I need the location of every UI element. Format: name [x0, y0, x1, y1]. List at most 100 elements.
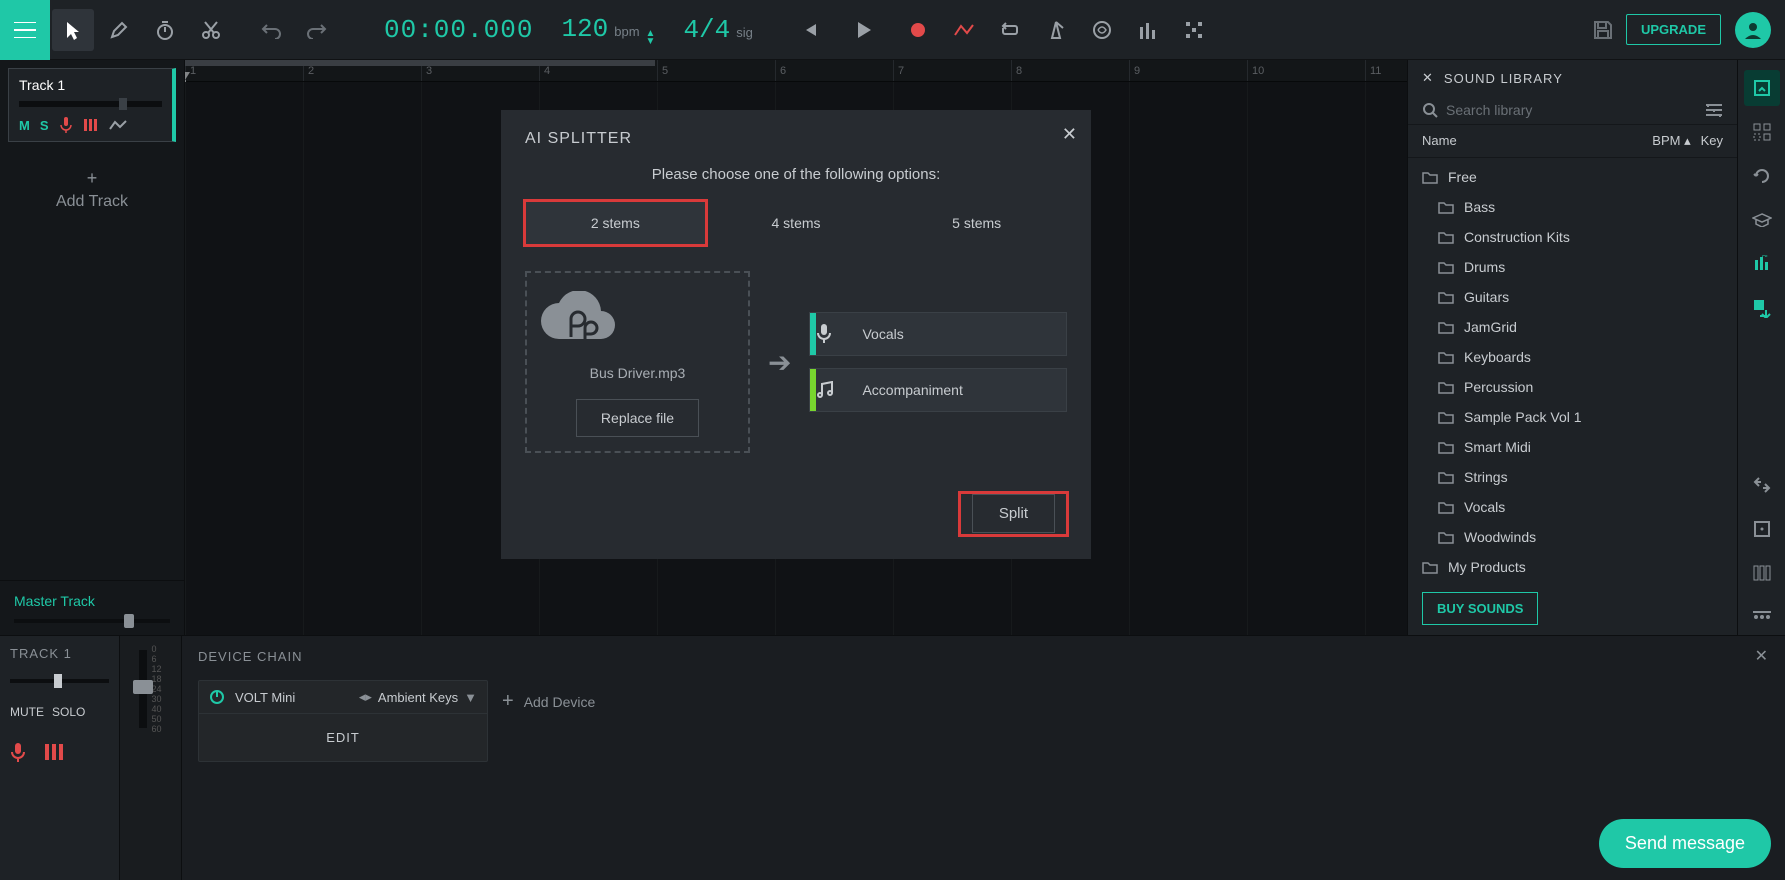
- timesig-value: 4/4: [683, 15, 730, 45]
- menu-button[interactable]: [0, 0, 50, 60]
- rail-history-icon[interactable]: [1744, 158, 1780, 194]
- bpm-control[interactable]: 120 bpm ▲▼: [547, 14, 669, 46]
- record-arm-icon[interactable]: [59, 117, 73, 133]
- master-track-header[interactable]: Master Track: [0, 580, 184, 635]
- library-folder-strings[interactable]: Strings: [1408, 462, 1737, 492]
- timer-tool[interactable]: [144, 9, 186, 51]
- rail-library-icon[interactable]: [1744, 70, 1780, 106]
- library-folder-keyboards[interactable]: Keyboards: [1408, 342, 1737, 372]
- library-folder-drums[interactable]: Drums: [1408, 252, 1737, 282]
- rewind-button[interactable]: [789, 9, 831, 51]
- library-folder-vocals[interactable]: Vocals: [1408, 492, 1737, 522]
- device-power-icon[interactable]: [209, 689, 225, 705]
- automation-button[interactable]: [943, 9, 985, 51]
- tab-2-stems[interactable]: 2 stems: [525, 201, 706, 245]
- mic-icon: [816, 324, 862, 344]
- library-folder-percussion[interactable]: Percussion: [1408, 372, 1737, 402]
- split-button[interactable]: Split: [972, 494, 1055, 533]
- folder-icon: [1438, 261, 1454, 274]
- library-tree[interactable]: FreeBassConstruction KitsDrumsGuitarsJam…: [1408, 158, 1737, 582]
- replace-file-button[interactable]: Replace file: [576, 399, 699, 437]
- rail-learn-icon[interactable]: [1744, 202, 1780, 238]
- library-folder-woodwinds[interactable]: Woodwinds: [1408, 522, 1737, 552]
- add-device-button[interactable]: + Add Device: [502, 680, 595, 723]
- library-folder-myprod1[interactable]: My Products: [1408, 552, 1737, 582]
- track-name[interactable]: Track 1: [19, 77, 162, 93]
- file-drop-zone[interactable]: Bus Driver.mp3 Replace file: [525, 271, 750, 453]
- rail-ai-icon[interactable]: AI: [1744, 246, 1780, 282]
- rail-piano-icon[interactable]: [1744, 555, 1780, 591]
- device-chain-panel: DEVICE CHAIN ✕ VOLT Mini ◂▸ Ambient Keys…: [182, 636, 1785, 880]
- device-preset-selector[interactable]: ◂▸ Ambient Keys ▼: [359, 689, 477, 705]
- channel-fader[interactable]: 0612182430405060: [120, 636, 182, 880]
- track-header-track1[interactable]: Track 1 M S: [8, 68, 176, 142]
- humanize-button[interactable]: [1081, 9, 1123, 51]
- library-folder-guitars[interactable]: Guitars: [1408, 282, 1737, 312]
- add-track-button[interactable]: + Add Track: [0, 150, 184, 229]
- save-button[interactable]: [1582, 9, 1624, 51]
- inspector-mute-button[interactable]: MUTE: [10, 705, 44, 719]
- library-folder-smartmidi[interactable]: Smart Midi: [1408, 432, 1737, 462]
- cut-tool[interactable]: [190, 9, 232, 51]
- modal-close-icon[interactable]: ✕: [1062, 124, 1077, 145]
- record-button[interactable]: [897, 9, 939, 51]
- timesig-control[interactable]: 4/4 sig: [669, 15, 766, 45]
- rail-fullscreen-icon[interactable]: [1744, 511, 1780, 547]
- track-volume-slider[interactable]: [19, 101, 162, 107]
- folder-icon: [1438, 351, 1454, 364]
- tab-5-stems[interactable]: 5 stems: [886, 201, 1067, 245]
- folder-icon: [1438, 501, 1454, 514]
- mute-toggle[interactable]: M: [19, 118, 30, 133]
- library-columns: Name BPM ▴ Key: [1408, 125, 1737, 158]
- pencil-tool[interactable]: [98, 9, 140, 51]
- split-highlight: Split: [960, 493, 1067, 535]
- cloud-upload-icon: [537, 291, 738, 351]
- col-name[interactable]: Name: [1422, 133, 1652, 149]
- library-folder-jamgrid[interactable]: JamGrid: [1408, 312, 1737, 342]
- rail-more-icon[interactable]: [1744, 599, 1780, 635]
- ai-splitter-modal: AI SPLITTER ✕ Please choose one of the f…: [501, 110, 1091, 559]
- rail-clips-icon[interactable]: [1744, 114, 1780, 150]
- library-folder-ckits[interactable]: Construction Kits: [1408, 222, 1737, 252]
- col-bpm[interactable]: BPM ▴: [1652, 133, 1690, 149]
- inspector-solo-button[interactable]: SOLO: [52, 705, 85, 719]
- metronome-button[interactable]: [1035, 9, 1077, 51]
- tab-4-stems[interactable]: 4 stems: [706, 201, 887, 245]
- close-device-chain-icon[interactable]: ✕: [1755, 646, 1769, 666]
- loop-button[interactable]: [989, 9, 1031, 51]
- instrument-icon[interactable]: [83, 118, 99, 132]
- close-library-icon[interactable]: ✕: [1422, 70, 1434, 86]
- user-avatar[interactable]: [1735, 12, 1771, 48]
- inspector-volume-slider[interactable]: [10, 679, 109, 683]
- buy-sounds-button[interactable]: BUY SOUNDS: [1422, 592, 1538, 625]
- solo-toggle[interactable]: S: [40, 118, 49, 133]
- library-search-input[interactable]: [1446, 102, 1705, 118]
- mixer-button[interactable]: [1127, 9, 1169, 51]
- bpm-spinner-icon[interactable]: ▲▼: [646, 30, 656, 46]
- redo-button[interactable]: [296, 9, 338, 51]
- rail-collapse-icon[interactable]: [1744, 467, 1780, 503]
- arrow-right-icon: ➔: [768, 346, 791, 379]
- send-message-button[interactable]: Send message: [1599, 819, 1771, 868]
- snap-button[interactable]: [1173, 9, 1215, 51]
- col-key[interactable]: Key: [1701, 133, 1723, 149]
- master-volume-slider[interactable]: [14, 619, 170, 623]
- track-inspector: TRACK 1 MUTE SOLO: [0, 636, 120, 880]
- upgrade-button[interactable]: UPGRADE: [1626, 14, 1721, 45]
- folder-icon: [1438, 321, 1454, 334]
- inspector-instrument-icon[interactable]: [44, 743, 64, 763]
- rail-export-icon[interactable]: [1744, 290, 1780, 326]
- play-button[interactable]: [843, 9, 885, 51]
- undo-button[interactable]: [250, 9, 292, 51]
- automation-icon[interactable]: [109, 119, 127, 131]
- inspector-mic-icon[interactable]: [10, 743, 26, 763]
- library-folder-free[interactable]: Free: [1408, 162, 1737, 192]
- library-folder-samplepack[interactable]: Sample Pack Vol 1: [1408, 402, 1737, 432]
- timecode-display[interactable]: 00:00.000: [370, 15, 547, 45]
- pointer-tool[interactable]: [52, 9, 94, 51]
- stems-output-list: Vocals Accompaniment: [809, 312, 1067, 412]
- library-folder-bass[interactable]: Bass: [1408, 192, 1737, 222]
- folder-icon: [1438, 231, 1454, 244]
- device-edit-button[interactable]: EDIT: [199, 714, 487, 761]
- filter-icon[interactable]: [1705, 103, 1723, 117]
